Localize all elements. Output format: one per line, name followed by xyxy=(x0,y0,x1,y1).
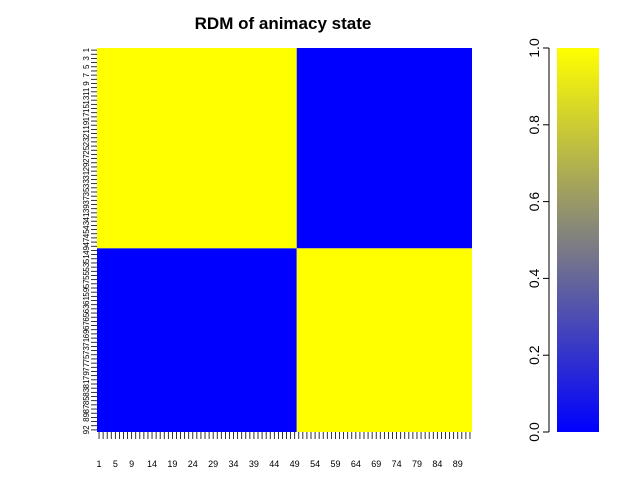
x-tick-label: 49 xyxy=(290,459,300,469)
x-tick-label: 54 xyxy=(310,459,320,469)
y-tick-label: 81 xyxy=(82,379,91,388)
y-tick-label: 25 xyxy=(82,145,91,154)
y-tick-label: 21 xyxy=(82,129,91,138)
x-tick-label: 79 xyxy=(412,459,422,469)
y-tick-label: 5 xyxy=(82,64,91,69)
y-tick-label: 71 xyxy=(82,337,91,346)
y-tick-label: 47 xyxy=(82,237,91,246)
y-tick-label: 79 xyxy=(82,371,91,380)
colorbar-tick-label: 0.4 xyxy=(526,268,542,288)
x-tick-label: 89 xyxy=(453,459,463,469)
y-tick-label: 63 xyxy=(82,304,91,313)
y-tick-label: 7 xyxy=(82,72,91,77)
y-tick-label: 19 xyxy=(82,120,91,129)
y-tick-label: 92 xyxy=(82,425,91,434)
y-tick-label: 87 xyxy=(82,404,91,413)
y-tick-label: 35 xyxy=(82,187,91,196)
y-tick-label: 23 xyxy=(82,137,91,146)
y-tick-label: 67 xyxy=(82,321,91,330)
x-tick-label: 29 xyxy=(208,459,218,469)
y-tick-label: 17 xyxy=(82,112,91,121)
x-tick-label: 1 xyxy=(97,459,102,469)
x-tick-label: 14 xyxy=(147,459,157,469)
y-tick-label: 55 xyxy=(82,270,91,279)
y-tick-label: 59 xyxy=(82,287,91,296)
y-tick-label: 11 xyxy=(82,87,91,96)
y-tick-label: 29 xyxy=(82,162,91,171)
y-tick-label: 13 xyxy=(82,95,91,104)
y-tick-label: 57 xyxy=(82,279,91,288)
colorbar-tick-label: 0.6 xyxy=(526,192,542,212)
heatmap-block-2 xyxy=(296,48,472,249)
x-tick-label: 69 xyxy=(371,459,381,469)
y-tick-label: 37 xyxy=(82,195,91,204)
y-tick-label: 73 xyxy=(82,346,91,355)
y-tick-label: 75 xyxy=(82,354,91,363)
colorbar-gradient xyxy=(557,48,599,432)
y-tick-label: 83 xyxy=(82,387,91,396)
colorbar-tick-label: 1.0 xyxy=(526,38,542,58)
x-tick-label: 19 xyxy=(167,459,177,469)
y-tick-label: 85 xyxy=(82,396,91,405)
y-tick-label: 1 xyxy=(82,47,91,52)
colorbar-tick-label: 0.0 xyxy=(526,422,542,442)
x-tick-label: 5 xyxy=(113,459,118,469)
y-tick-label: 33 xyxy=(82,179,91,188)
y-tick-label: 49 xyxy=(82,245,91,254)
y-tick-label: 15 xyxy=(82,104,91,113)
y-tick-label: 69 xyxy=(82,329,91,338)
x-tick-label: 39 xyxy=(249,459,259,469)
y-tick-label: 43 xyxy=(82,220,91,229)
chart-title: RDM of animacy state xyxy=(194,14,372,33)
y-tick-label: 77 xyxy=(82,362,91,371)
heatmap-cells xyxy=(97,48,472,432)
y-tick-label: 53 xyxy=(82,262,91,271)
y-tick-label: 31 xyxy=(82,170,91,179)
colorbar-ticks: 0.0 0.2 0.4 0.6 0.8 1.0 xyxy=(526,38,550,442)
colorbar-tick-label: 0.8 xyxy=(526,115,542,135)
heatmap-block-3 xyxy=(97,248,297,432)
x-tick-label: 59 xyxy=(330,459,340,469)
y-tick-label: 89 xyxy=(82,412,91,421)
x-tick-label: 44 xyxy=(269,459,279,469)
x-tick-label: 64 xyxy=(351,459,361,469)
y-tick-label: 41 xyxy=(82,212,91,221)
heatmap-block-4 xyxy=(296,248,472,432)
colorbar-tick-label: 0.2 xyxy=(526,345,542,365)
x-axis: 1 5 9 14 19 24 29 34 39 44 49 54 59 64 69 74 79 84 89 xyxy=(97,432,471,469)
y-axis: 1357911131517192123252729313335373941434… xyxy=(82,47,97,434)
colorbar: 0.0 0.2 0.4 0.6 0.8 1.0 xyxy=(526,38,599,442)
y-tick-label: 45 xyxy=(82,229,91,238)
y-tick-label: 65 xyxy=(82,312,91,321)
x-tick-label: 9 xyxy=(129,459,134,469)
y-tick-label: 61 xyxy=(82,296,91,305)
y-tick-label: 51 xyxy=(82,254,91,263)
heatmap-block-1 xyxy=(97,48,297,249)
y-tick-label: 3 xyxy=(82,56,91,61)
y-tick-label: 39 xyxy=(82,204,91,213)
x-tick-label: 34 xyxy=(229,459,239,469)
x-tick-label: 84 xyxy=(432,459,442,469)
x-tick-label: 24 xyxy=(188,459,198,469)
y-tick-label: 27 xyxy=(82,154,91,163)
y-tick-label: 9 xyxy=(82,81,91,86)
x-tick-label: 74 xyxy=(392,459,402,469)
